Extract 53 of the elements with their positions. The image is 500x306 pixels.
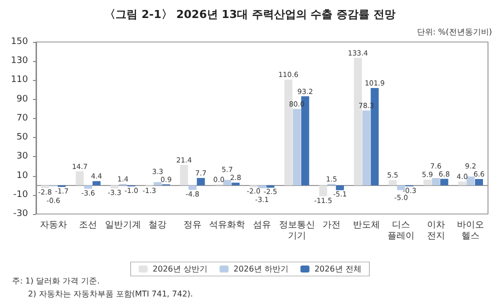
y-tick-label: 130 xyxy=(10,56,28,66)
bar xyxy=(180,164,188,186)
x-tick-label: 가전 xyxy=(322,220,341,230)
bar xyxy=(196,178,205,186)
x-tick-label: 반도체 xyxy=(352,220,380,230)
bar xyxy=(84,185,92,189)
bar xyxy=(258,185,266,188)
legend-label: 2026년 상반기 xyxy=(152,264,208,274)
text: 주: 1) 달러화 가격 기준. xyxy=(12,276,100,286)
bar xyxy=(440,178,448,186)
legend-label: 2026년 전체 xyxy=(314,264,362,274)
bar xyxy=(188,185,196,190)
text: 단위: %(전년동기비) xyxy=(416,28,492,36)
bar xyxy=(292,108,301,186)
x-tick-label: 디스 플레이 xyxy=(388,220,415,242)
x-tick-label: 정보통신 기기 xyxy=(278,220,315,242)
bar xyxy=(40,185,49,188)
y-tick-label: 30 xyxy=(16,152,28,162)
bar xyxy=(76,171,84,186)
bar xyxy=(92,181,101,186)
bar xyxy=(423,180,432,186)
x-tick-label: 조선 xyxy=(79,220,98,230)
y-tick-label: 90 xyxy=(16,94,28,104)
x-tick-label: 이차 전지 xyxy=(426,220,445,242)
bar xyxy=(388,180,397,186)
x-tick-label: 철강 xyxy=(148,220,167,230)
bar xyxy=(232,182,240,186)
x-tick-label: 석유화학 xyxy=(209,220,246,230)
y-tick-label: -10 xyxy=(13,190,28,200)
bar xyxy=(223,180,232,186)
bar xyxy=(319,185,328,196)
x-tick-label: 일반기계 xyxy=(104,220,141,230)
bar xyxy=(466,176,475,186)
y-tick-label: 150 xyxy=(10,37,28,47)
bar xyxy=(110,185,119,188)
bar xyxy=(432,178,440,186)
bar xyxy=(362,110,370,186)
bar xyxy=(475,179,484,186)
bar xyxy=(458,182,466,186)
y-tick-label: 50 xyxy=(16,132,28,143)
y-tick-label: -30 xyxy=(13,209,28,219)
text: 2) 자동차는 자동차부품 포함(MTI 741, 742). xyxy=(28,290,193,298)
x-tick-label: 자동차 xyxy=(40,220,67,230)
bar xyxy=(336,185,344,190)
x-tick-label: 섬유 xyxy=(253,220,271,230)
bar xyxy=(154,182,162,186)
x-tick-label: 바이오 헬스 xyxy=(457,220,484,242)
legend-label: 2026년 하반기 xyxy=(234,264,288,274)
x-tick-label: 정유 xyxy=(183,220,202,230)
y-tick-label: 110 xyxy=(10,75,28,86)
chart-title: 〈그림 2-1〉 2026년 13대 주력산업의 수출 증감률 전망 xyxy=(104,8,396,21)
y-tick-label: 10 xyxy=(16,170,28,181)
y-tick-label: 70 xyxy=(16,113,28,124)
